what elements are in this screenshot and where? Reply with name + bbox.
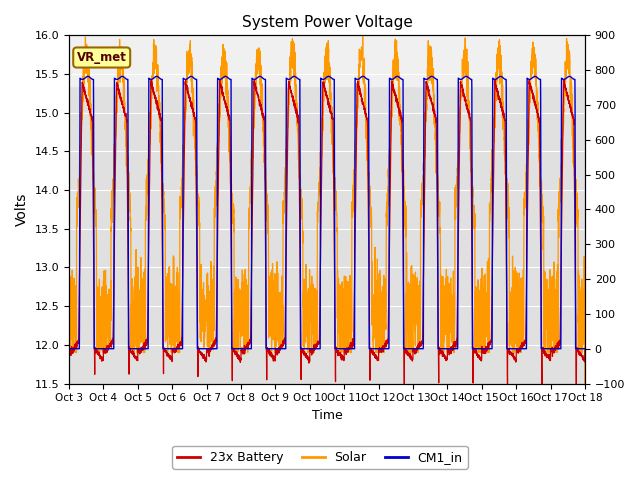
Y-axis label: Volts: Volts — [15, 193, 29, 226]
Legend: 23x Battery, Solar, CM1_in: 23x Battery, Solar, CM1_in — [172, 446, 468, 469]
X-axis label: Time: Time — [312, 409, 342, 422]
Text: VR_met: VR_met — [77, 51, 127, 64]
Title: System Power Voltage: System Power Voltage — [241, 15, 412, 30]
Bar — [69, 32, 585, 85]
